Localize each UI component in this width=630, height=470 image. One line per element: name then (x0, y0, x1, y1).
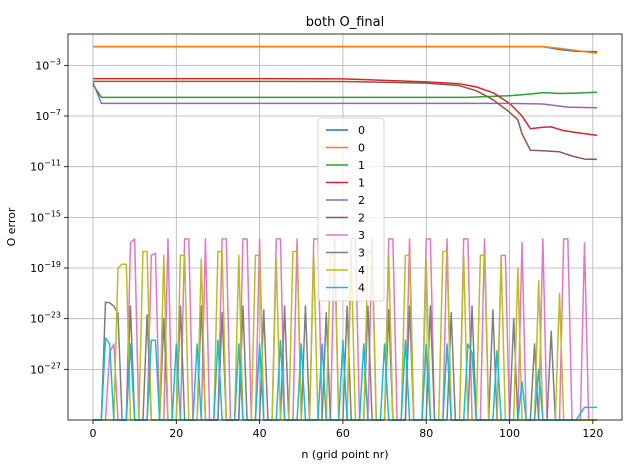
tick-layer: 0 20 40 60 80 100 12010−310−710−1110−1510−1910… (30, 57, 603, 440)
legend-label: 0 (358, 124, 365, 137)
plot-frame (67, 33, 623, 421)
legend-label: 2 (358, 212, 365, 225)
y-tick-label: 10−7 (35, 108, 61, 123)
legend-label: 3 (358, 229, 365, 242)
legend-label: 0 (358, 142, 365, 155)
series-line-1 (92, 45, 598, 55)
legend: 0 0 1 1 2 2 3 3 4 4 (317, 117, 385, 302)
x-tick-label: 120 (582, 427, 603, 440)
series-line-2 (92, 84, 598, 99)
y-tick-label: 10−19 (30, 260, 61, 275)
y-tick-label: 10−3 (35, 57, 61, 72)
legend-label: 1 (358, 159, 365, 172)
legend-label: 1 (358, 177, 365, 190)
legend-label: 2 (358, 194, 365, 207)
x-tick-label: 100 (499, 427, 520, 440)
legend-label: 3 (358, 247, 365, 260)
x-tick-label: 40 (253, 427, 267, 440)
x-tick-label: 0 (89, 427, 96, 440)
x-tick-label: 80 (419, 427, 433, 440)
x-tick-label: 20 (169, 427, 183, 440)
y-tick-label: 10−27 (30, 361, 61, 376)
legend-label: 4 (358, 282, 365, 295)
legend-label: 4 (358, 264, 365, 277)
x-axis-label: n (grid point nr) (301, 448, 388, 461)
series-line-4 (92, 82, 598, 109)
series-line-5 (92, 80, 598, 161)
chart-title: both O_final (306, 15, 384, 30)
y-axis-label: O error (5, 207, 18, 246)
legend-box (317, 117, 385, 302)
x-tick-label: 60 (336, 427, 350, 440)
y-tick-label: 10−23 (30, 311, 61, 326)
y-tick-label: 10−15 (30, 209, 61, 224)
y-tick-label: 10−11 (30, 159, 61, 174)
series-line-3 (92, 77, 598, 137)
